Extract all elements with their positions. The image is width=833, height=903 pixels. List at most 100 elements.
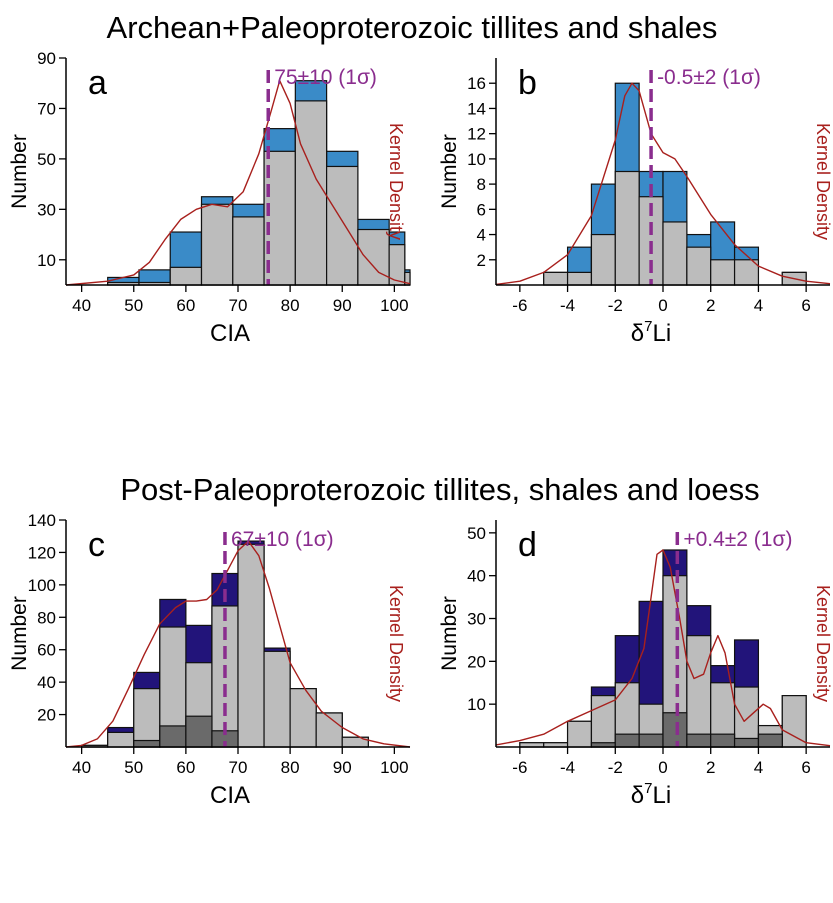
- bar-dark_gray: [614, 733, 640, 748]
- top-section-title: Archean+Paleoproterozoic tillites and sh…: [107, 10, 718, 45]
- x-tick-label: 70: [229, 296, 248, 315]
- x-tick-label: -2: [608, 758, 623, 777]
- x-tick-label: 4: [754, 758, 763, 777]
- y-tick-label: 30: [467, 610, 486, 629]
- x-tick-label: -6: [512, 758, 527, 777]
- x-tick-label: 6: [801, 296, 810, 315]
- x-tick-label: 100: [380, 296, 408, 315]
- kde-curve: [495, 549, 831, 747]
- bar-gray: [357, 228, 390, 286]
- bar-gray: [614, 170, 640, 286]
- y-axis-label: Number: [8, 134, 31, 209]
- x-tick-label: 6: [801, 758, 810, 777]
- y-axis-label: Number: [8, 596, 31, 671]
- bar-gray: [289, 688, 317, 748]
- y-tick-label: 16: [467, 74, 486, 93]
- x-tick-label: 0: [658, 758, 667, 777]
- bar-dark_gray: [638, 733, 664, 748]
- bar-gray: [232, 216, 265, 286]
- x-axis-label: δ7Li: [631, 318, 671, 347]
- x-tick-label: 90: [333, 758, 352, 777]
- bar-gray: [169, 266, 203, 286]
- x-tick-label: 40: [72, 758, 91, 777]
- bar-gray: [107, 731, 135, 748]
- kernel-density-label: Kernel Density: [813, 585, 833, 702]
- y-axis-label: Number: [438, 596, 461, 671]
- mean-label: 67±10 (1σ): [231, 528, 334, 551]
- mean-label: +0.4±2 (1σ): [683, 528, 792, 551]
- bar-gray: [133, 688, 161, 748]
- y-tick-label: 6: [477, 200, 486, 219]
- y-tick-label: 120: [28, 543, 56, 562]
- bar-dark_gray: [686, 733, 712, 748]
- x-tick-label: 2: [706, 296, 715, 315]
- y-tick-label: 60: [37, 641, 56, 660]
- bar-gray: [781, 695, 807, 748]
- y-tick-label: 2: [477, 251, 486, 270]
- y-tick-label: 10: [467, 695, 486, 714]
- bar-gray: [263, 650, 291, 748]
- y-tick-label: 40: [37, 673, 56, 692]
- x-axis-label: CIA: [210, 782, 250, 809]
- y-tick-label: 20: [37, 706, 56, 725]
- bar-gray: [315, 712, 343, 748]
- bar-dark_gray: [133, 739, 161, 748]
- panel-b: -0.5±2 (1σ) -6 -4 -2 0 2 4 6 2 4 6 8 10 12 14 16 b δ7Li Nu…: [438, 58, 833, 347]
- bar-gray: [200, 203, 234, 286]
- bar-dark_gray: [185, 715, 213, 748]
- y-tick-label: 10: [37, 251, 56, 270]
- kde-curve: [65, 79, 411, 286]
- panel-letter: a: [88, 64, 107, 102]
- y-tick-label: 40: [467, 567, 486, 586]
- kde-curve: [65, 540, 411, 748]
- y-tick-label: 10: [467, 150, 486, 169]
- x-tick-label: 60: [176, 296, 195, 315]
- x-tick-label: 40: [72, 296, 91, 315]
- x-tick-label: 70: [229, 758, 248, 777]
- mean-label: 75±10 (1σ): [274, 66, 377, 89]
- x-tick-label: 50: [124, 758, 143, 777]
- panel-letter: b: [518, 64, 537, 102]
- y-tick-label: 30: [37, 200, 56, 219]
- bar-gray: [590, 233, 616, 286]
- bar-dark_gray: [710, 733, 736, 748]
- y-tick-label: 4: [477, 226, 486, 245]
- y-tick-label: 50: [37, 150, 56, 169]
- y-tick-label: 90: [37, 49, 56, 68]
- x-tick-label: 60: [176, 758, 195, 777]
- x-tick-label: 0: [658, 296, 667, 315]
- x-tick-label: 4: [754, 296, 763, 315]
- panel-c: 67±10 (1σ) 40 50 60 70 80 90 100 20 40 60 80 100 120 1…: [8, 511, 411, 809]
- panel-d: +0.4±2 (1σ) -6 -4 -2 0 2 4 6 10 20 30 40 50 d δ7Li Numb…: [438, 520, 833, 809]
- bar-gray: [237, 543, 265, 748]
- x-axis-label: δ7Li: [631, 780, 671, 809]
- x-tick-label: 80: [281, 758, 300, 777]
- x-tick-label: -4: [560, 758, 575, 777]
- bar-gray: [686, 635, 712, 748]
- bar-dark_gray: [757, 733, 783, 748]
- kernel-density-label: Kernel Density: [813, 123, 833, 240]
- x-tick-label: -2: [608, 296, 623, 315]
- y-tick-label: 14: [467, 99, 486, 118]
- bar-dark_gray: [159, 725, 187, 748]
- bar-gray: [294, 100, 328, 286]
- y-tick-label: 80: [37, 608, 56, 627]
- y-tick-label: 70: [37, 99, 56, 118]
- kernel-density-label: Kernel Density: [386, 585, 406, 702]
- bar-dark_gray: [733, 737, 760, 748]
- y-tick-label: 100: [28, 576, 56, 595]
- x-tick-label: 2: [706, 758, 715, 777]
- bar-gray: [326, 165, 359, 286]
- bottom-section-title: Post-Paleoproterozoic tillites, shales a…: [120, 472, 759, 507]
- bar-gray: [566, 720, 593, 748]
- kernel-density-label: Kernel Density: [386, 123, 406, 240]
- bar-gray: [662, 221, 688, 286]
- x-tick-label: -6: [512, 296, 527, 315]
- bar-gray: [543, 271, 569, 286]
- x-tick-label: 90: [333, 296, 352, 315]
- panel-letter: d: [518, 526, 537, 564]
- y-tick-label: 20: [467, 652, 486, 671]
- panel-a: 75±10 (1σ) 40 50 60 70 80 90 100 10 30 50 70 90 a CIA N…: [8, 49, 411, 347]
- y-tick-label: 12: [467, 125, 486, 144]
